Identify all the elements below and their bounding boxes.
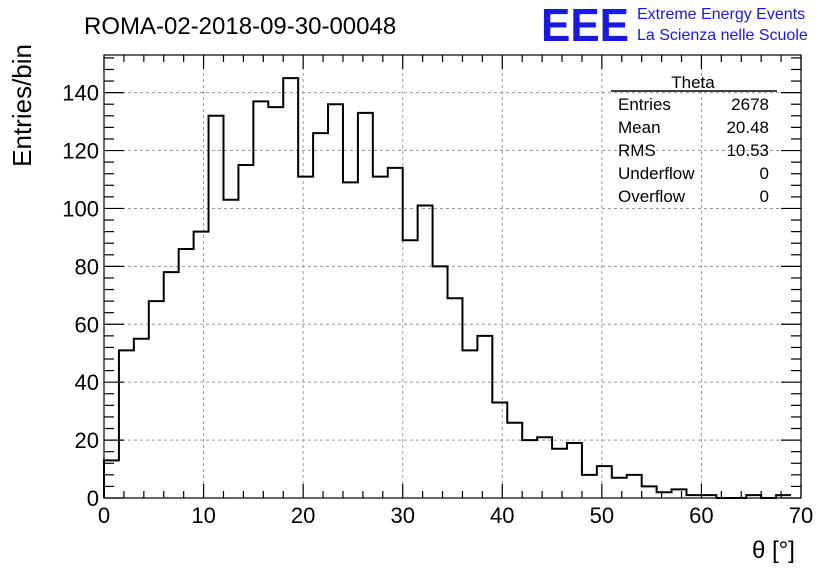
stats-title: Theta: [671, 73, 715, 92]
stats-value: 0: [760, 164, 769, 183]
run-title: ROMA-02-2018-09-30-00048: [84, 13, 396, 40]
x-tick-label: 30: [390, 503, 414, 528]
stats-value: 10.53: [726, 141, 769, 160]
y-tick-label: 0: [87, 486, 99, 511]
y-tick-label: 100: [62, 196, 99, 221]
x-tick-label: 60: [689, 503, 713, 528]
grid-lines: [104, 55, 801, 498]
logo-tagline-1: Extreme Energy Events: [637, 6, 805, 23]
stats-value: 20.48: [726, 118, 769, 137]
plot-frame: [103, 54, 802, 499]
stats-label: Entries: [618, 95, 671, 114]
y-tick-label: 60: [75, 312, 99, 337]
x-tick-label: 10: [191, 503, 215, 528]
histogram-series: [103, 77, 792, 499]
x-tick-label: 50: [590, 503, 614, 528]
stats-value: 2678: [731, 95, 769, 114]
y-tick-label: 120: [62, 139, 99, 164]
x-tick-label: 70: [789, 503, 813, 528]
stats-box: Theta Entries 2678 Mean 20.48 RMS 10.53 Underf…: [611, 73, 777, 206]
y-tick-label: 40: [75, 370, 99, 395]
eee-logo-text: EEE: [541, 0, 629, 51]
x-tick-labels: 0 10 20 30 40 50 60 70: [98, 503, 813, 528]
stats-label: Overflow: [618, 187, 686, 206]
stats-label: Underflow: [618, 164, 695, 183]
eee-logo: EEE Extreme Energy Events La Scienza nel…: [541, 0, 808, 51]
y-tick-label: 140: [62, 81, 99, 106]
logo-tagline-2: La Scienza nelle Scuole: [637, 27, 808, 44]
x-tick-label: 0: [98, 503, 110, 528]
axis-ticks: [103, 55, 802, 499]
x-axis-label: θ [°]: [752, 537, 795, 564]
stats-label: Mean: [618, 118, 661, 137]
y-axis-label: Entries/bin: [7, 44, 37, 167]
x-tick-label: 40: [490, 503, 514, 528]
y-tick-label: 20: [75, 428, 99, 453]
y-tick-label: 80: [75, 254, 99, 279]
stats-value: 0: [760, 187, 769, 206]
x-tick-label: 20: [291, 503, 315, 528]
y-tick-labels: 0 20 40 60 80 100 120 140: [62, 81, 99, 511]
stats-label: RMS: [618, 141, 656, 160]
